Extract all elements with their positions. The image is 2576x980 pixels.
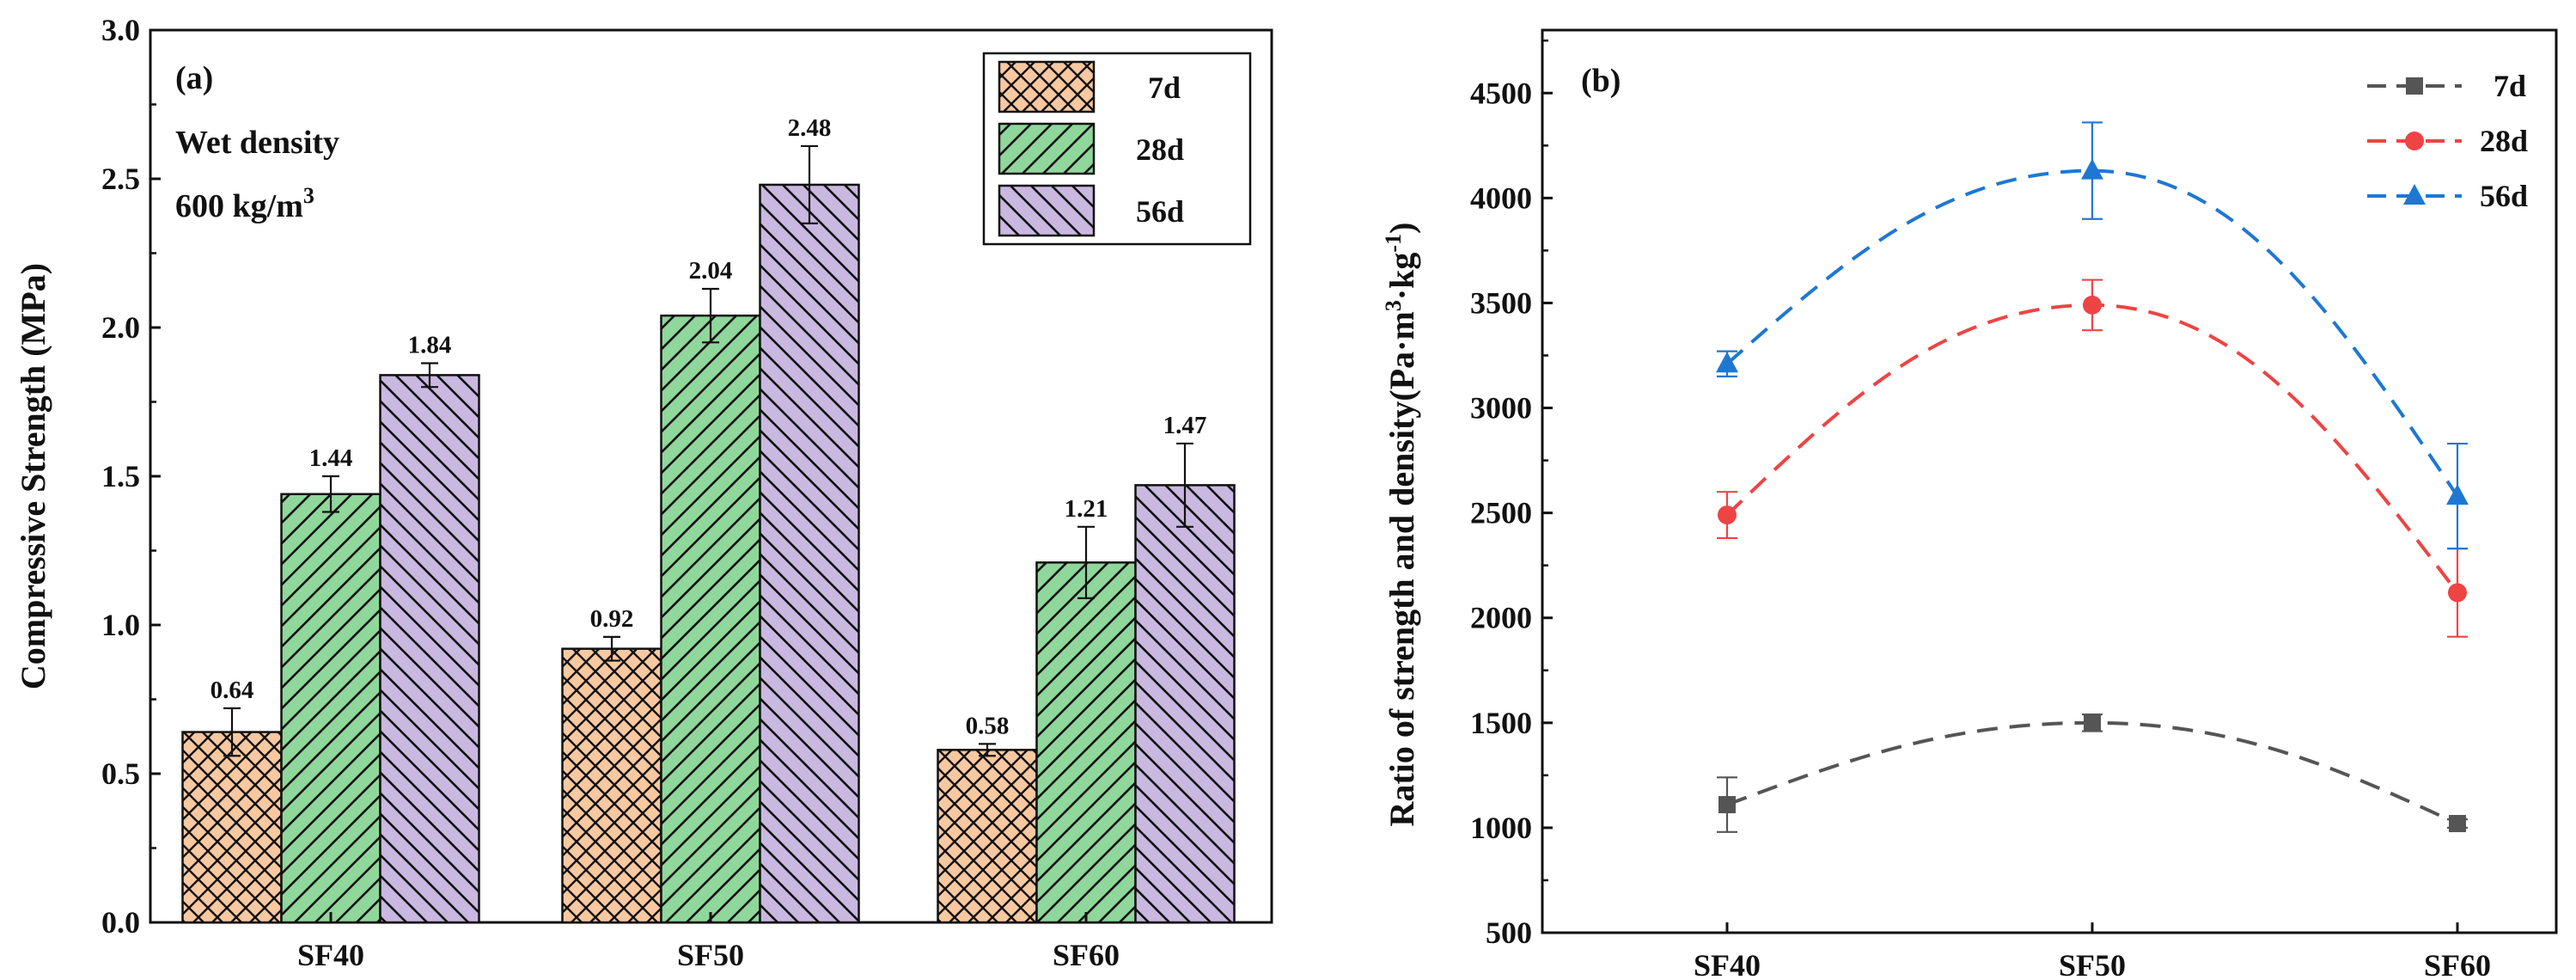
series-line-28d xyxy=(1725,303,2459,594)
legend-b-label-28d: 28d xyxy=(2480,124,2528,158)
panel-b-y-ticks: 500 1000 1500 2000 2500 3000 3500 4000 4500 xyxy=(1470,39,1553,950)
y-tick-label: 1500 xyxy=(1470,706,1532,740)
y-tick-label: 4500 xyxy=(1470,76,1532,110)
y-tick-label: 4000 xyxy=(1470,181,1532,215)
bar-7d-SF50 xyxy=(561,647,662,924)
panel-b-plot-frame xyxy=(1541,28,2558,934)
panel-a-bar-chart: 0.0 0.5 1.0 1.5 2.0 2.5 3.0 0.64 1.44 1.84 0.92 2.… xyxy=(14,13,1273,972)
bar-56d-SF40 xyxy=(379,374,480,924)
panel-a-annotation-line-2: 600 kg/m3 xyxy=(175,183,314,224)
legend-b-marker-7d xyxy=(2406,77,2423,95)
y-tick-label: 1.5 xyxy=(101,459,140,493)
legend-swatch-7d xyxy=(998,60,1096,113)
series-line-7d xyxy=(1726,720,2458,825)
y-tick-label: 3500 xyxy=(1470,285,1532,320)
series-line-56d xyxy=(1725,168,2459,498)
x-tick-label: SF50 xyxy=(2059,948,2126,980)
panel-b-y-axis-unit-sup1: 3 xyxy=(1381,300,1406,311)
y-tick-label: 2000 xyxy=(1470,601,1532,635)
panel-b-y-axis-unit-suffix: ) xyxy=(1383,223,1421,234)
panel-b-x-tick-labels: SF40 SF50 SF60 xyxy=(1694,922,2491,980)
panel-b-legend: 7d 28d 56d xyxy=(2367,69,2528,213)
x-tick-label: SF40 xyxy=(297,938,364,972)
data-label: 0.64 xyxy=(211,677,254,704)
data-label: 1.21 xyxy=(1065,495,1108,523)
panel-b-label: (b) xyxy=(1581,63,1621,99)
data-label: 1.84 xyxy=(408,332,452,359)
x-tick-label: SF50 xyxy=(677,938,744,972)
legend-swatch-28d xyxy=(998,122,1096,175)
panel-a-annotation-superscript: 3 xyxy=(303,183,314,208)
data-point-56d-SF60 xyxy=(2446,484,2469,505)
legend-b-label-56d: 56d xyxy=(2480,179,2528,213)
data-label: 2.04 xyxy=(689,257,733,285)
panel-a-annotation-text: 600 kg/m xyxy=(175,188,303,224)
panel-b-y-axis-unit-mid: ·kg xyxy=(1383,253,1421,301)
x-tick-label: SF60 xyxy=(1053,938,1120,972)
panel-b-y-axis-title-main: Ratio of strength and density xyxy=(1383,401,1421,827)
data-label: 1.47 xyxy=(1163,412,1207,439)
data-label: 0.92 xyxy=(590,605,634,633)
data-label: 1.44 xyxy=(309,444,353,472)
data-point-56d-SF40 xyxy=(1716,352,1738,373)
x-tick-label: SF60 xyxy=(2424,948,2491,980)
panel-b-line-chart: 500 1000 1500 2000 2500 3000 3500 4000 4500 SF40… xyxy=(1381,28,2558,980)
data-point-7d-SF40 xyxy=(1718,796,1736,814)
bar-56d-SF60 xyxy=(1134,484,1236,924)
legend-b-marker-56d xyxy=(2403,184,2426,205)
panel-b-y-axis-unit-sup2: -1 xyxy=(1381,234,1406,253)
panel-a-annotation-line-1: Wet density xyxy=(175,125,339,161)
legend-label-7d: 7d xyxy=(1148,70,1181,105)
bar-28d-SF50 xyxy=(660,314,761,924)
y-tick-label: 2.0 xyxy=(101,310,140,345)
panel-a-y-axis-title: Compressive Strength (MPa) xyxy=(14,263,52,689)
legend-label-56d: 56d xyxy=(1136,194,1184,229)
legend-b-label-7d: 7d xyxy=(2494,69,2526,103)
panel-a-legend: 7d 28d 56d xyxy=(982,52,1252,246)
x-tick-label: SF40 xyxy=(1694,948,1761,980)
panel-b-y-axis-title: Ratio of strength and density(Pa·m3·kg-1… xyxy=(1381,223,1421,827)
panel-b-series xyxy=(1716,121,2469,833)
y-tick-label: 0.0 xyxy=(101,905,140,940)
data-point-28d-SF60 xyxy=(2448,583,2467,603)
data-point-28d-SF40 xyxy=(1718,505,1737,525)
data-point-28d-SF50 xyxy=(2083,295,2102,315)
panel-a-bars: 0.64 1.44 1.84 0.92 2.04 2.48 0.58 1.21 1.47 xyxy=(181,114,1236,924)
y-tick-label: 2.5 xyxy=(101,162,140,196)
y-tick-label: 1000 xyxy=(1470,811,1532,845)
legend-b-marker-28d xyxy=(2405,132,2424,150)
y-tick-label: 3000 xyxy=(1470,391,1532,426)
panel-a-y-ticks: 0.0 0.5 1.0 1.5 2.0 2.5 3.0 xyxy=(101,13,161,940)
data-point-7d-SF50 xyxy=(2084,714,2101,732)
data-label: 2.48 xyxy=(788,114,832,142)
legend-swatch-56d xyxy=(998,184,1096,237)
panel-a-label: (a) xyxy=(175,60,213,96)
bar-28d-SF60 xyxy=(1035,561,1137,924)
bar-56d-SF50 xyxy=(759,183,860,924)
bar-7d-SF60 xyxy=(937,749,1038,924)
panel-a-x-tick-labels: SF40 SF50 SF60 xyxy=(297,912,1120,972)
y-tick-label: 500 xyxy=(1486,916,1532,950)
y-tick-label: 0.5 xyxy=(101,756,140,791)
bar-28d-SF40 xyxy=(280,493,382,924)
y-tick-label: 3.0 xyxy=(101,13,140,47)
panel-b-y-axis-unit-prefix: (Pa·m xyxy=(1383,311,1421,401)
data-label: 0.58 xyxy=(966,712,1010,739)
data-point-56d-SF50 xyxy=(2081,158,2103,180)
bar-7d-SF40 xyxy=(181,731,283,924)
y-tick-label: 1.0 xyxy=(101,608,140,642)
data-point-7d-SF60 xyxy=(2449,815,2466,833)
y-tick-label: 2500 xyxy=(1470,496,1532,530)
legend-label-28d: 28d xyxy=(1136,132,1184,167)
